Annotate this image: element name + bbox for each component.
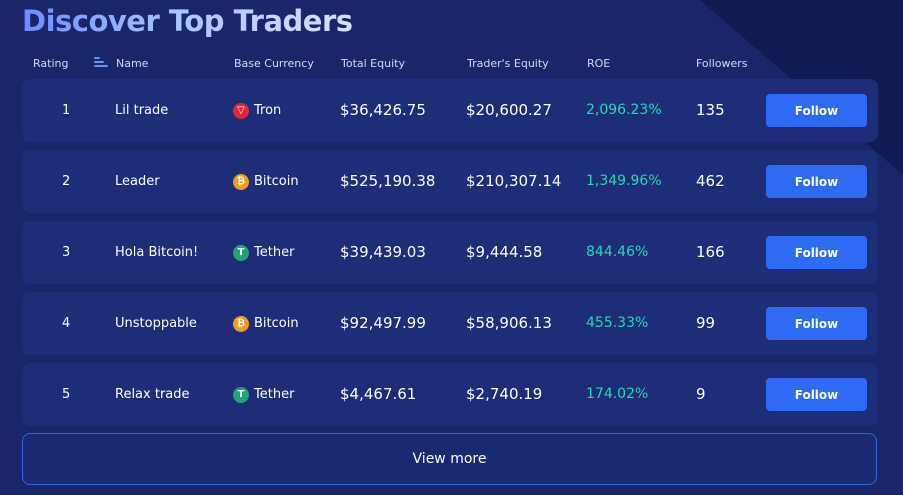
base-currency: ₿ Bitcoin xyxy=(233,292,299,355)
total-equity: $92,497.99 xyxy=(340,314,426,332)
follow-button[interactable]: Follow xyxy=(766,94,867,127)
trader-name: Unstoppable xyxy=(115,316,197,331)
follow-button[interactable]: Follow xyxy=(766,165,867,198)
followers-count: 462 xyxy=(696,172,725,190)
total-equity: $4,467.61 xyxy=(340,385,417,403)
rank: 3 xyxy=(62,245,71,260)
trader-name: Leader xyxy=(115,174,160,189)
roe-value: 174.02% xyxy=(586,386,649,402)
tether-icon: T xyxy=(233,386,249,403)
roe-value: 1,349.96% xyxy=(586,173,662,189)
header-roe: ROE xyxy=(587,57,611,70)
view-more-button[interactable]: View more xyxy=(22,433,877,485)
currency-label: Tether xyxy=(254,245,295,260)
followers-count: 166 xyxy=(696,243,725,261)
tron-icon: ▽ xyxy=(233,102,249,119)
base-currency: T Tether xyxy=(233,363,294,426)
follow-button[interactable]: Follow xyxy=(766,236,867,269)
total-equity: $39,439.03 xyxy=(340,243,426,261)
follow-button[interactable]: Follow xyxy=(766,378,867,411)
table-row: 5 Relax trade T Tether $4,467.61 $2,740.… xyxy=(22,363,878,426)
trader-name: Hola Bitcoin! xyxy=(115,245,199,260)
table-row: 3 Hola Bitcoin! T Tether $39,439.03 $9,4… xyxy=(22,221,878,284)
currency-label: Bitcoin xyxy=(254,316,299,331)
header-traders-equity: Trader's Equity xyxy=(467,57,549,70)
sort-icon[interactable] xyxy=(94,57,108,68)
header-total-equity: Total Equity xyxy=(341,57,405,70)
table-row: 4 Unstoppable ₿ Bitcoin $92,497.99 $58,9… xyxy=(22,292,878,355)
total-equity: $36,426.75 xyxy=(340,101,426,119)
header-followers: Followers xyxy=(696,57,748,70)
follow-button[interactable]: Follow xyxy=(766,307,867,340)
traders-equity: $58,906.13 xyxy=(466,314,552,332)
roe-value: 2,096.23% xyxy=(586,102,662,118)
traders-equity: $9,444.58 xyxy=(466,243,543,261)
base-currency: ₿ Bitcoin xyxy=(233,150,299,213)
currency-label: Bitcoin xyxy=(254,174,299,189)
trader-name: Relax trade xyxy=(115,387,190,402)
tether-icon: T xyxy=(233,244,249,261)
followers-count: 9 xyxy=(696,385,706,403)
rank: 2 xyxy=(62,174,71,189)
base-currency: T Tether xyxy=(233,221,294,284)
traders-equity: $2,740.19 xyxy=(466,385,543,403)
traders-equity: $210,307.14 xyxy=(466,172,562,190)
rank: 4 xyxy=(62,316,71,331)
header-name: Name xyxy=(116,57,149,70)
trader-name: Lil trade xyxy=(115,103,169,118)
table-row: 2 Leader ₿ Bitcoin $525,190.38 $210,307.… xyxy=(22,150,878,213)
header-base-currency: Base Currency xyxy=(234,57,314,70)
bitcoin-icon: ₿ xyxy=(233,315,249,332)
currency-label: Tron xyxy=(254,103,282,118)
rank: 1 xyxy=(62,103,71,118)
currency-label: Tether xyxy=(254,387,295,402)
page-title: Discover Top Traders xyxy=(22,4,353,38)
rank: 5 xyxy=(62,387,71,402)
followers-count: 99 xyxy=(696,314,716,332)
roe-value: 455.33% xyxy=(586,315,649,331)
followers-count: 135 xyxy=(696,101,725,119)
header-rating[interactable]: Rating xyxy=(33,57,69,70)
table-row: 1 Lil trade ▽ Tron $36,426.75 $20,600.27… xyxy=(22,79,878,142)
base-currency: ▽ Tron xyxy=(233,79,281,142)
bitcoin-icon: ₿ xyxy=(233,173,249,190)
traders-equity: $20,600.27 xyxy=(466,101,552,119)
total-equity: $525,190.38 xyxy=(340,172,436,190)
table-header: Rating Name Base Currency Total Equity T… xyxy=(22,56,878,74)
roe-value: 844.46% xyxy=(586,244,649,260)
